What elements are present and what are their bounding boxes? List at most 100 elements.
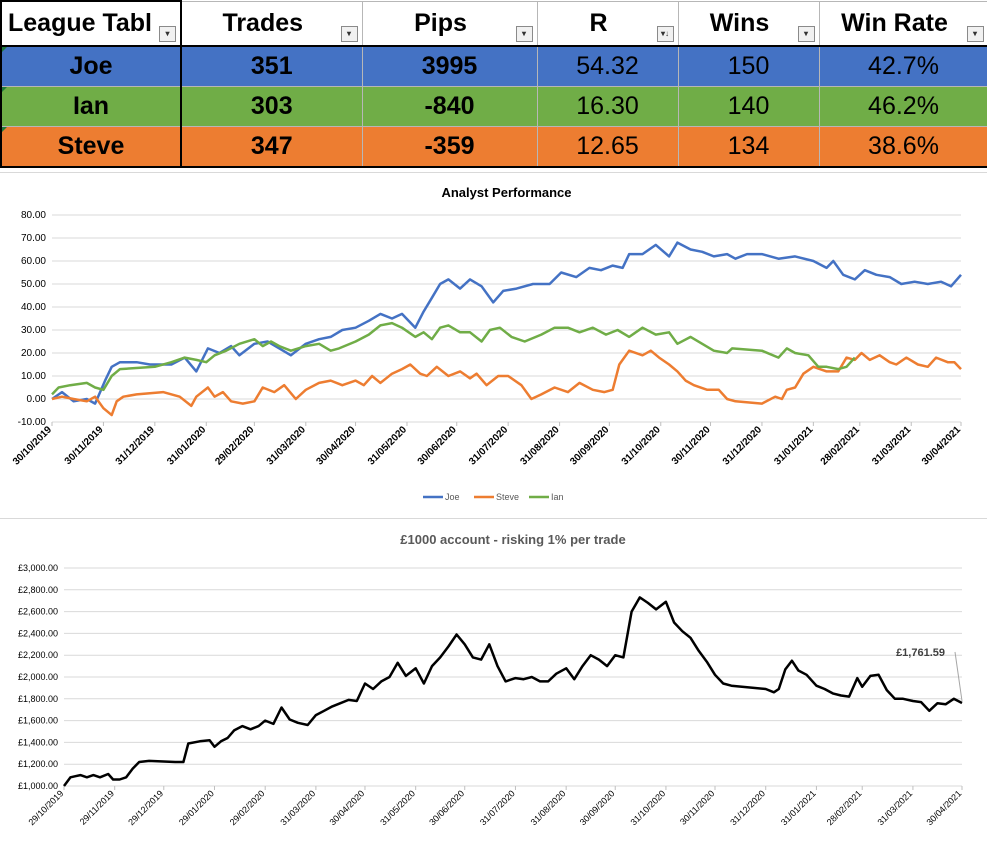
x-tick-label: 29/02/2020 xyxy=(213,424,256,467)
x-tick-label: 31/01/2020 xyxy=(165,424,208,467)
filter-dropdown-icon[interactable]: ▾ xyxy=(159,26,176,42)
y-tick-label: £2,800.00 xyxy=(18,585,58,595)
header-r: R▾↓ xyxy=(537,1,678,46)
header-trades: Trades▾ xyxy=(181,1,362,46)
cell-win-rate[interactable]: 46.2% xyxy=(819,87,987,127)
y-tick-label: -10.00 xyxy=(18,417,47,428)
cell-wins[interactable]: 134 xyxy=(678,127,819,168)
x-tick-label: 31/08/2020 xyxy=(519,424,562,467)
chart-title: £1000 account - risking 1% per trade xyxy=(400,532,625,547)
cell-r[interactable]: 16.30 xyxy=(537,87,678,127)
y-tick-label: 0.00 xyxy=(27,394,47,405)
annotation-leader xyxy=(955,652,962,701)
header-win-rate: Win Rate▾ xyxy=(819,1,987,46)
x-tick-label: 31/07/2020 xyxy=(467,424,510,467)
header-label: Trades xyxy=(182,9,362,38)
chart-title: Analyst Performance xyxy=(441,185,571,200)
x-tick-label: 28/02/2021 xyxy=(819,424,862,467)
series-line-ian[interactable] xyxy=(52,323,855,394)
y-tick-label: £1,000.00 xyxy=(18,781,58,791)
legend-item-ian[interactable]: Ian xyxy=(529,492,564,502)
x-tick-label: 30/10/2019 xyxy=(11,424,54,467)
y-tick-label: 50.00 xyxy=(21,279,46,290)
cell-wins[interactable]: 140 xyxy=(678,87,819,127)
header-label: Pips xyxy=(363,9,537,38)
table-header-row: League Tabl▾ Trades▾ Pips▾ R▾↓ Wins▾ Win… xyxy=(1,1,987,46)
x-tick-label: 31/03/2021 xyxy=(870,424,913,467)
y-tick-label: 40.00 xyxy=(21,302,46,313)
y-tick-label: £2,000.00 xyxy=(18,672,58,682)
x-tick-label: 31/10/2020 xyxy=(628,788,667,827)
sort-filter-dropdown-icon[interactable]: ▾↓ xyxy=(657,26,674,42)
x-tick-label: 29/12/2019 xyxy=(126,788,165,827)
x-tick-label: 30/04/2020 xyxy=(314,424,357,467)
y-tick-label: £2,600.00 xyxy=(18,607,58,617)
y-tick-label: 60.00 xyxy=(21,256,46,267)
y-tick-label: £1,800.00 xyxy=(18,694,58,704)
cell-name[interactable]: Ian xyxy=(1,87,181,127)
x-tick-label: 30/09/2020 xyxy=(578,788,617,827)
series-line-account[interactable] xyxy=(64,597,962,786)
table-row: Ian 303 -840 16.30 140 46.2% xyxy=(1,87,987,127)
filter-dropdown-icon[interactable]: ▾ xyxy=(341,26,358,42)
filter-dropdown-icon[interactable]: ▾ xyxy=(798,26,815,42)
x-tick-label: 30/04/2021 xyxy=(924,788,963,827)
series-line-joe[interactable] xyxy=(52,243,961,404)
cell-r[interactable]: 12.65 xyxy=(537,127,678,168)
filter-dropdown-icon[interactable]: ▾ xyxy=(516,26,533,42)
header-league-table: League Tabl▾ xyxy=(1,1,181,46)
x-tick-label: 30/11/2019 xyxy=(63,424,106,467)
league-table: League Tabl▾ Trades▾ Pips▾ R▾↓ Wins▾ Win… xyxy=(0,0,987,168)
y-tick-label: 10.00 xyxy=(21,371,46,382)
cell-pips[interactable]: 3995 xyxy=(362,46,537,87)
account-balance-svg: £1000 account - risking 1% per trade £1,0… xyxy=(0,519,987,842)
x-tick-label: 30/11/2020 xyxy=(670,424,713,467)
x-tick-label: 29/01/2020 xyxy=(177,788,216,827)
filter-dropdown-icon[interactable]: ▾ xyxy=(967,26,984,42)
x-tick-label: 31/05/2020 xyxy=(378,788,417,827)
legend-item-steve[interactable]: Steve xyxy=(474,492,519,502)
header-label: Win Rate xyxy=(820,9,987,38)
header-wins: Wins▾ xyxy=(678,1,819,46)
table-row: Joe 351 3995 54.32 150 42.7% xyxy=(1,46,987,87)
x-tick-label: 31/10/2020 xyxy=(620,424,663,467)
x-tick-label: 30/06/2020 xyxy=(416,424,459,467)
cell-pips[interactable]: -840 xyxy=(362,87,537,127)
x-tick-label: 31/03/2020 xyxy=(278,788,317,827)
cell-name[interactable]: Steve xyxy=(1,127,181,168)
x-tick-label: 28/02/2021 xyxy=(825,788,864,827)
table-row: Steve 347 -359 12.65 134 38.6% xyxy=(1,127,987,168)
cell-trades[interactable]: 303 xyxy=(181,87,362,127)
y-tick-label: 30.00 xyxy=(21,325,46,336)
cell-win-rate[interactable]: 42.7% xyxy=(819,46,987,87)
cell-indicator-icon xyxy=(2,127,7,132)
y-tick-label: £2,200.00 xyxy=(18,650,58,660)
cell-name[interactable]: Joe xyxy=(1,46,181,87)
header-pips: Pips▾ xyxy=(362,1,537,46)
cell-pips[interactable]: -359 xyxy=(362,127,537,168)
cell-indicator-icon xyxy=(2,47,7,52)
x-tick-label: 31/01/2021 xyxy=(779,788,818,827)
x-tick-label: 31/01/2021 xyxy=(772,424,815,467)
x-tick-label: 31/03/2021 xyxy=(875,788,914,827)
cell-win-rate[interactable]: 38.6% xyxy=(819,127,987,168)
cell-indicator-icon xyxy=(2,87,7,92)
legend-label: Ian xyxy=(551,492,564,502)
x-tick-label: 31/07/2020 xyxy=(478,788,517,827)
x-tick-label: 31/08/2020 xyxy=(529,788,568,827)
legend-label: Joe xyxy=(445,492,460,502)
x-tick-label: 31/12/2019 xyxy=(114,424,157,467)
y-tick-label: £1,600.00 xyxy=(18,716,58,726)
cell-r[interactable]: 54.32 xyxy=(537,46,678,87)
x-tick-label: 30/09/2020 xyxy=(568,424,611,467)
x-tick-label: 30/04/2021 xyxy=(920,424,963,467)
cell-trades[interactable]: 351 xyxy=(181,46,362,87)
cell-wins[interactable]: 150 xyxy=(678,46,819,87)
analyst-performance-svg: Analyst Performance-10.000.0010.0020.003… xyxy=(0,173,987,516)
account-balance-chart[interactable]: £1000 account - risking 1% per trade £1,0… xyxy=(0,518,987,842)
cell-trades[interactable]: 347 xyxy=(181,127,362,168)
y-tick-label: £2,400.00 xyxy=(18,628,58,638)
y-tick-label: £1,200.00 xyxy=(18,759,58,769)
legend-item-joe[interactable]: Joe xyxy=(423,492,460,502)
